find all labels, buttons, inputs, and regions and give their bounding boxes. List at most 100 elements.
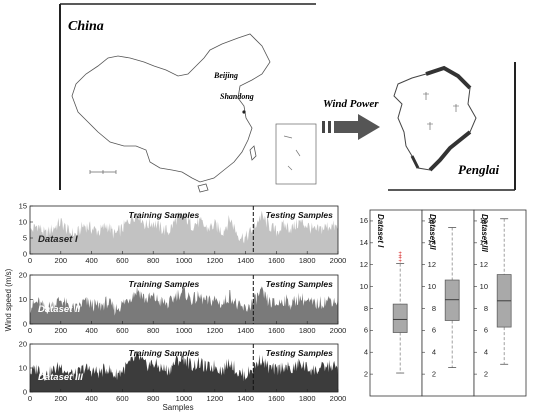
y-tick-label: 14 xyxy=(428,238,436,247)
training-samples-label: Training Samples xyxy=(129,348,200,358)
x-tick-label: 800 xyxy=(147,256,160,265)
taiwan-island xyxy=(249,145,257,161)
hainan-island xyxy=(197,183,209,193)
timeseries-panel-1: 0 5 10 15 0 200 400 600 800 1000 1200 1400 1600 1800 2… xyxy=(19,202,347,266)
y-tick-label: 10 xyxy=(19,218,27,227)
y-tick-label: 0 xyxy=(23,250,27,259)
outlier-point: + xyxy=(398,253,402,259)
x-tick-label: 800 xyxy=(147,394,160,403)
wind-speed-series-area xyxy=(30,350,338,392)
x-tick-label: 1800 xyxy=(299,256,316,265)
y-tick-label: 10 xyxy=(360,282,368,291)
x-tick-label: 1400 xyxy=(237,256,254,265)
y-tick-label: 12 xyxy=(428,260,436,269)
x-tick-label: 600 xyxy=(116,326,129,335)
y-tick-label: 6 xyxy=(484,326,488,335)
testing-samples-label: Testing Samples xyxy=(266,279,334,289)
y-tick-label: 16 xyxy=(360,216,368,225)
wind-power-arrow: Wind Power xyxy=(322,98,380,140)
x-tick-label: 1400 xyxy=(237,394,254,403)
x-tick-label: 200 xyxy=(55,256,68,265)
scale-bar xyxy=(89,170,117,174)
arrow-shaft xyxy=(334,121,358,133)
beijing-label: Beijing xyxy=(213,71,238,80)
dataset-label: Dataset I xyxy=(38,234,78,245)
y-tick-label: 16 xyxy=(480,216,488,225)
boxplot-title: Dataset II xyxy=(428,214,437,250)
penglai-coast-right xyxy=(428,130,472,172)
y-tick-label: 2 xyxy=(484,369,488,378)
penglai-coast-left xyxy=(410,155,420,169)
x-tick-label: 0 xyxy=(28,326,32,335)
y-tick-label: 10 xyxy=(19,295,27,304)
china-map-panel: China Beijing Shandong xyxy=(59,3,317,193)
x-tick-label: 1200 xyxy=(206,326,223,335)
x-tick-label: 600 xyxy=(116,394,129,403)
outlier-point: + xyxy=(398,251,402,257)
inset-islands xyxy=(283,135,301,171)
arrow-tick-2 xyxy=(328,121,331,133)
y-tick-label: 0 xyxy=(23,320,27,329)
x-tick-label: 1000 xyxy=(176,394,193,403)
y-tick-label: 10 xyxy=(480,282,488,291)
x-tick-label: 1800 xyxy=(299,326,316,335)
outlier-point: + xyxy=(398,256,402,262)
wind-power-label: Wind Power xyxy=(323,98,379,110)
x-tick-label: 1200 xyxy=(206,256,223,265)
shandong-label: Shandong xyxy=(220,92,254,101)
y-tick-label: 20 xyxy=(19,340,27,349)
dataset-label: Dataset II xyxy=(38,304,81,315)
x-tick-label: 200 xyxy=(55,326,68,335)
x-tick-label: 1600 xyxy=(268,256,285,265)
x-tick-label: 800 xyxy=(147,326,160,335)
x-tick-label: 400 xyxy=(85,256,98,265)
dataset-label: Dataset III xyxy=(38,372,83,383)
outlier-point: + xyxy=(398,259,402,265)
x-tick-label: 2000 xyxy=(330,326,347,335)
china-label: China xyxy=(68,19,104,34)
penglai-coast-top xyxy=(425,65,472,90)
turbine-marks xyxy=(423,92,459,130)
y-tick-label: 10 xyxy=(19,364,27,373)
y-tick-label: 6 xyxy=(364,326,368,335)
y-tick-label: 14 xyxy=(480,238,488,247)
x-tick-label: 1000 xyxy=(176,326,193,335)
x-tick-label: 400 xyxy=(85,326,98,335)
y-tick-label: 8 xyxy=(364,304,368,313)
x-tick-label: 1600 xyxy=(268,394,285,403)
wind-speed-series-area xyxy=(30,286,338,324)
testing-samples-label: Testing Samples xyxy=(266,348,334,358)
x-tick-label: 1600 xyxy=(268,326,285,335)
china-outline xyxy=(71,33,271,183)
south-sea-inset xyxy=(275,123,317,185)
y-tick-label: 4 xyxy=(484,348,488,357)
x-tick-label: 400 xyxy=(85,394,98,403)
y-tick-label: 16 xyxy=(428,216,436,225)
y-tick-label: 0 xyxy=(23,388,27,397)
boxplot-title: Dataset I xyxy=(376,214,385,248)
x-tick-label: 200 xyxy=(55,394,68,403)
y-tick-label: 10 xyxy=(428,282,436,291)
x-tick-label: 1400 xyxy=(237,326,254,335)
x-tick-label: 1000 xyxy=(176,256,193,265)
x-tick-label: 0 xyxy=(28,394,32,403)
y-tick-label: 4 xyxy=(432,348,436,357)
x-tick-label: 1200 xyxy=(206,394,223,403)
plot-frame xyxy=(369,209,423,397)
penglai-panel: Penglai xyxy=(388,62,516,191)
penglai-label: Penglai xyxy=(458,162,500,177)
y-tick-label: 2 xyxy=(364,369,368,378)
x-tick-label: 2000 xyxy=(330,394,347,403)
interquartile-box xyxy=(392,303,408,333)
interquartile-box xyxy=(444,279,460,321)
y-tick-label: 15 xyxy=(19,202,27,211)
timeseries-x-axis-label: Samples xyxy=(162,403,193,412)
training-samples-label: Training Samples xyxy=(129,210,200,220)
wind-speed-series-area xyxy=(30,210,338,254)
